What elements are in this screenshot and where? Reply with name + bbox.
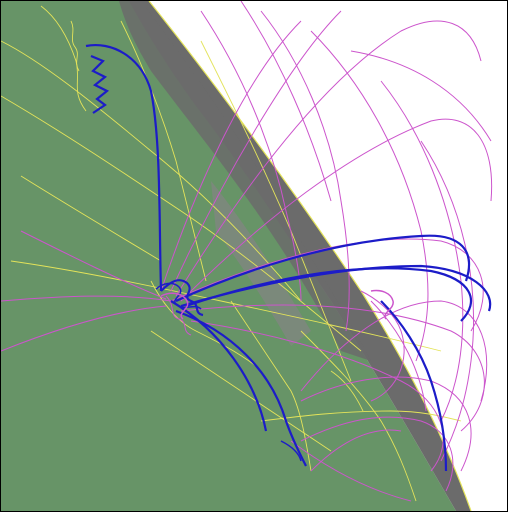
trajectory-knot bbox=[155, 282, 394, 462]
limb-edge bbox=[148, 1, 472, 511]
limb-shadow-inner bbox=[119, 1, 371, 361]
coastline-lines bbox=[1, 5, 462, 502]
trajectories-blue bbox=[85, 44, 492, 472]
